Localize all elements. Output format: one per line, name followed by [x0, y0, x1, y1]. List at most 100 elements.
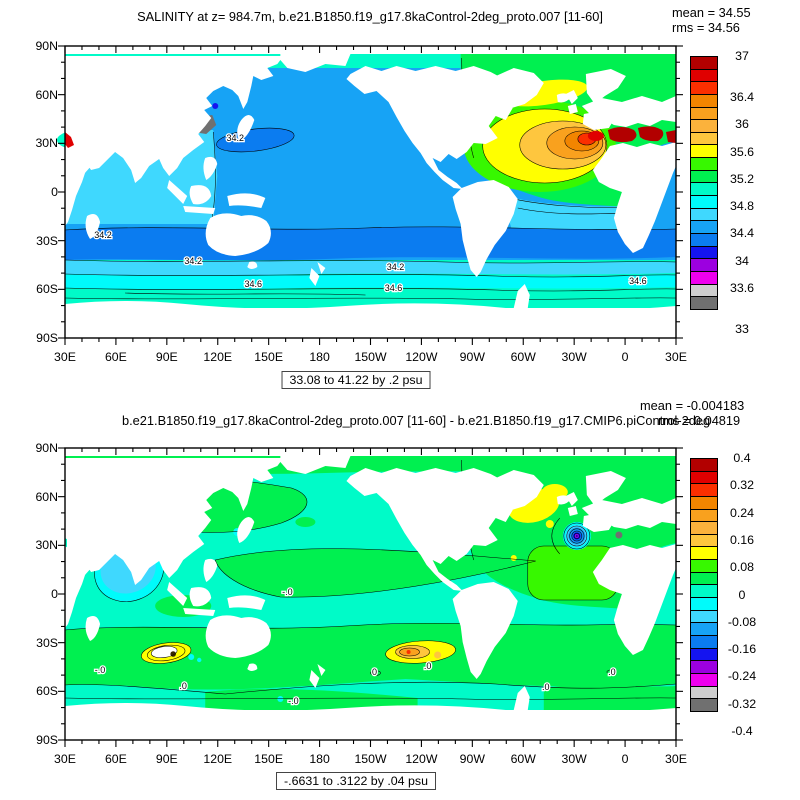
x-axis-label: 30W — [561, 752, 587, 766]
colorbar-tick-label: -0.08 — [727, 614, 757, 629]
southern-34-band — [65, 226, 676, 261]
colorbar-box — [690, 157, 718, 171]
contour-labels: 34.2 34.2 34.2 34.2 34.6 34.6 34.6 — [93, 132, 648, 294]
axis-ticks — [57, 45, 684, 345]
colorbar-box — [690, 68, 718, 83]
gyre-contours — [482, 108, 608, 184]
svg-text:.0: .0 — [179, 681, 187, 691]
colorbar-tick-label: 34.8 — [729, 199, 755, 214]
x-axis-label: 30E — [665, 350, 687, 364]
y-axis-label: 0 — [51, 185, 58, 199]
colorbar-box — [690, 698, 718, 712]
colorbar-tick-label: 33.6 — [729, 281, 755, 296]
x-axis-label: 120W — [405, 752, 438, 766]
x-axis-label: 150E — [254, 752, 284, 766]
svg-text:.0: .0 — [542, 682, 550, 692]
red-sea-sliver — [65, 132, 75, 148]
panel1-rms: rms = 34.56 — [672, 20, 740, 35]
x-axis-label: 30E — [54, 752, 76, 766]
panel2-title: b.e21.B1850.f19_g17.8kaControl-2deg_prot… — [122, 413, 711, 428]
svg-text:34.2: 34.2 — [184, 256, 202, 266]
north-pacific-34p2-low — [216, 127, 295, 153]
x-axis-label: 120E — [203, 752, 233, 766]
mediterranean-red-sea — [65, 126, 676, 148]
x-axis-label: 150W — [354, 350, 387, 364]
colorbar-salinity — [690, 56, 718, 310]
x-axis-label: 150E — [254, 350, 284, 364]
x-axis-label: 0 — [621, 752, 629, 766]
x-axis-label: 60E — [104, 350, 127, 364]
colorbar-tick-label: 0.4 — [733, 451, 751, 465]
y-axis-label: 90N — [35, 39, 58, 53]
salinity-difference-map: -.0 -.0 .0 -.0 .0 0 .0 .0 — [57, 447, 684, 747]
y-axis-label: 30S — [36, 635, 58, 650]
svg-text:34.2: 34.2 — [227, 133, 245, 143]
colorbar-tick-label: 0.08 — [729, 560, 755, 575]
x-axis-label: 60E — [104, 752, 127, 766]
y-axis-label: 60S — [36, 684, 58, 699]
y-axis-label: 90N — [35, 441, 58, 455]
x-axis-label: 90W — [459, 752, 485, 766]
colorbar-tick-label: 34.4 — [729, 226, 755, 241]
colorbar-tick-label: 36 — [735, 117, 749, 132]
panel1-mean: mean = 34.55 — [672, 5, 751, 20]
colorbar-box — [690, 131, 718, 146]
y-axis-label: 30S — [36, 233, 58, 248]
y-axis-label: 60N — [35, 489, 58, 504]
gibraltar-bullseye — [562, 522, 591, 550]
colorbar-tick-label: 37 — [735, 49, 749, 63]
y-axis-label: 60S — [36, 282, 58, 297]
x-axis-label: 30W — [561, 350, 587, 364]
y-axis-label: 90S — [36, 733, 58, 747]
y-axis-label: 60N — [35, 87, 58, 102]
colorbar-tick-label: 0.16 — [729, 532, 755, 547]
svg-text:34.6: 34.6 — [629, 276, 647, 286]
y-axis-label: 90S — [36, 331, 58, 345]
colorbar-tick-label: 34 — [735, 253, 749, 268]
x-axis-label: 90E — [155, 350, 178, 364]
hotspot-65E — [141, 642, 202, 664]
svg-text:0: 0 — [372, 667, 377, 677]
colorbar-tick-label: 35.2 — [729, 171, 755, 186]
svg-text:34.6: 34.6 — [245, 279, 263, 289]
colorbar-tick-label: 0.24 — [729, 505, 755, 520]
x-axis-label: 0 — [621, 350, 629, 364]
colorbar-tick-label: -0.32 — [727, 696, 757, 711]
svg-text:34.2: 34.2 — [94, 230, 112, 240]
svg-text:34.6: 34.6 — [385, 283, 403, 293]
svg-text:.0: .0 — [424, 661, 432, 671]
panel2-mean: mean = -0.004183 — [640, 398, 745, 413]
range-note: -.6631 to .3122 by .04 psu — [276, 772, 436, 790]
colorbar-tick-label: 35.6 — [729, 144, 755, 159]
panel1-title: SALINITY at z= 984.7m, b.e21.B1850.f19_g… — [137, 9, 603, 24]
colorbar-tick-label: 0 — [738, 587, 746, 602]
x-axis-label: 180 — [309, 752, 330, 766]
colorbar-tick-label: 33 — [735, 322, 749, 336]
svg-text:-.0: -.0 — [288, 696, 299, 706]
x-axis-label: 60W — [510, 752, 536, 766]
colorbar-box — [690, 296, 718, 310]
contour-lines — [64, 57, 677, 300]
svg-text:34.2: 34.2 — [387, 262, 405, 272]
hotspot-150W — [385, 640, 456, 664]
range-note: 33.08 to 41.22 by .2 psu — [281, 371, 431, 389]
colorbar-tick-label: 36.4 — [729, 89, 755, 104]
salinity-map: 34.2 34.2 34.2 34.2 34.6 34.6 34.6 — [56, 45, 684, 345]
colorbar-difference — [690, 458, 718, 712]
colorbar-tick-label: -0.4 — [731, 724, 753, 738]
svg-text:-.0: -.0 — [95, 665, 106, 675]
pacific-zero-wedge — [215, 548, 536, 598]
x-axis-label: 30E — [665, 752, 687, 766]
y-axis-label: 30N — [35, 136, 58, 151]
colorbar-tick-label: 0.32 — [729, 478, 755, 493]
panel2-rms: rms = 0.04819 — [658, 413, 741, 428]
colorbar-tick-label: -0.16 — [727, 642, 757, 657]
x-axis-label: 60W — [510, 350, 536, 364]
svg-text:-.0: -.0 — [282, 587, 293, 597]
gray-dot-mediterranean — [615, 531, 623, 539]
x-axis-label: 90W — [459, 350, 485, 364]
colorbar-tick-label: -0.24 — [727, 669, 757, 684]
svg-text:.0: .0 — [608, 667, 616, 677]
x-axis-label: 90E — [155, 752, 178, 766]
